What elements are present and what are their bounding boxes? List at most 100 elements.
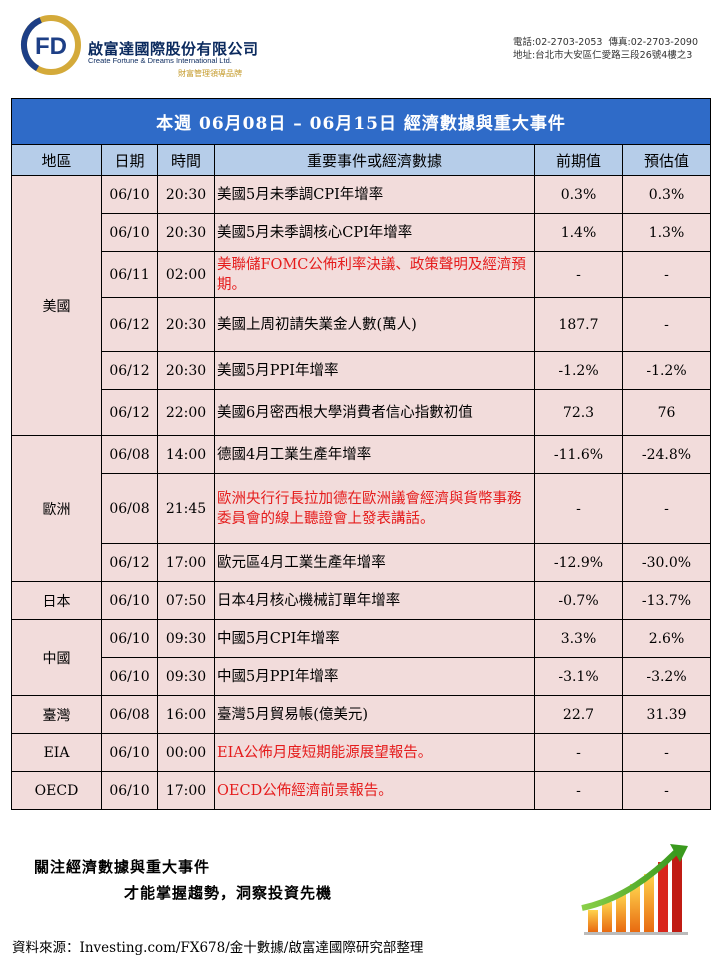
region-cell: 歐洲 xyxy=(11,435,102,582)
event-cell: 美國5月未季調核心CPI年增率 xyxy=(214,213,535,252)
previous-value-cell: 3.3% xyxy=(534,619,623,658)
forecast-value-cell: 2.6% xyxy=(622,619,711,658)
event-cell: 德國4月工業生產年增率 xyxy=(214,435,535,474)
table-row: 臺灣 06/08 16:00 臺灣5月貿易帳(億美元) 22.7 31.39 xyxy=(11,695,711,734)
data-source-note: 資料來源：Investing.com/FX678/金十數據/啟富達國際研究部整理 xyxy=(12,940,424,956)
event-cell: 中國5月PPI年增率 xyxy=(214,657,535,696)
forecast-value-cell: - xyxy=(622,733,711,772)
table-row: 06/12 20:30 美國上周初請失業金人數(萬人) 187.7- xyxy=(12,297,711,352)
date-cell: 06/10 xyxy=(101,657,158,696)
phone: 電話:02-2703-2053 xyxy=(512,37,603,48)
event-cell: 美國6月密西根大學消費者信心指數初值 xyxy=(214,389,535,436)
time-cell: 22:00 xyxy=(157,389,215,436)
col-header-forecast: 預估值 xyxy=(622,144,711,176)
time-cell: 20:30 xyxy=(157,175,215,214)
table-row: 06/12 20:30 美國5月PPI年增率 -1.2% -1.2% xyxy=(12,351,711,390)
slogan-line-1: 關注經濟數據與重大事件 xyxy=(34,858,211,876)
table-row: 歐洲 06/08 14:00 德國4月工業生產年增率 -11.6% -24.8% xyxy=(11,435,711,582)
time-cell: 17:00 xyxy=(157,543,215,582)
date-cell: 06/10 xyxy=(101,619,158,658)
time-cell: 16:00 xyxy=(157,695,215,734)
event-cell: 美聯儲FOMC公佈利率決議、政策聲明及經濟預期。 xyxy=(214,251,535,298)
time-cell: 09:30 xyxy=(157,657,215,696)
previous-value-cell: -12.9% xyxy=(534,543,623,582)
col-header-time: 時間 xyxy=(157,144,215,176)
event-cell: 歐元區4月工業生產年增率 xyxy=(214,543,535,582)
col-header-event: 重要事件或經濟數據 xyxy=(214,144,535,176)
event-cell: 歐洲央行行長拉加德在歐洲議會經濟與貨幣事務委員會的線上聽證會上發表講話。 xyxy=(214,473,535,544)
previous-value-cell: 72.3 xyxy=(534,389,623,436)
fd-logo-icon: FD xyxy=(21,15,81,75)
previous-value-cell: 187.7 xyxy=(534,297,623,352)
event-cell: 臺灣5月貿易帳(億美元) xyxy=(214,695,535,734)
forecast-value-cell: 31.39 xyxy=(622,695,711,734)
time-cell: 14:00 xyxy=(157,435,215,474)
event-cell: 日本4月核心機械訂單年增率 xyxy=(214,581,535,620)
forecast-value-cell: -13.7% xyxy=(622,581,711,620)
event-cell: OECD公佈經濟前景報告。 xyxy=(214,771,535,810)
table-title: 本週 06月08日 – 06月15日 經濟數據與重大事件 xyxy=(11,98,711,145)
previous-value-cell: -3.1% xyxy=(534,657,623,696)
col-header-previous: 前期值 xyxy=(534,144,623,176)
previous-value-cell: 1.4% xyxy=(534,213,623,252)
forecast-value-cell: 0.3% xyxy=(622,175,711,214)
forecast-value-cell: 76 xyxy=(622,389,711,436)
company-name-en: Create Fortune & Dreams International Lt… xyxy=(88,56,232,65)
previous-value-cell: - xyxy=(534,733,623,772)
table-header-row: 地區 日期 時間 重要事件或經濟數據 前期值 預估值 xyxy=(11,144,711,176)
event-cell: 美國5月未季調CPI年增率 xyxy=(214,175,535,214)
date-cell: 06/10 xyxy=(101,581,158,620)
date-cell: 06/10 xyxy=(101,213,158,252)
previous-value-cell: 22.7 xyxy=(534,695,623,734)
date-cell: 06/08 xyxy=(101,695,158,734)
previous-value-cell: - xyxy=(534,771,623,810)
forecast-value-cell: - xyxy=(622,297,711,352)
event-cell: EIA公佈月度短期能源展望報告。 xyxy=(214,733,535,772)
region-cell: 美國 xyxy=(11,175,102,436)
time-cell: 00:00 xyxy=(157,733,215,772)
event-cell: 中國5月CPI年增率 xyxy=(214,619,535,658)
rising-bar-chart-arrow-icon xyxy=(581,844,688,935)
date-cell: 06/12 xyxy=(101,543,158,582)
table-row: 06/11 02:00 美聯儲FOMC公佈利率決議、政策聲明及經濟預期。 - - xyxy=(12,251,711,298)
table-row: 中國 06/10 09:30 中國5月CPI年增率 3.3% 2.6% xyxy=(11,619,711,696)
forecast-value-cell: -24.8% xyxy=(622,435,711,474)
table-row: 日本 06/10 07:50 日本4月核心機械訂單年增率 -0.7% -13.7% xyxy=(11,581,711,620)
contact-info: 電話:02-2703-2053 傳真:02-2703-2090 地址:台北市大安… xyxy=(513,36,698,62)
table-row: 06/08 21:45 歐洲央行行長拉加德在歐洲議會經濟與貨幣事務委員會的線上聽證會… xyxy=(12,473,711,544)
date-cell: 06/12 xyxy=(101,297,158,352)
event-cell: 美國上周初請失業金人數(萬人) xyxy=(214,297,535,352)
time-cell: 07:50 xyxy=(157,581,215,620)
col-header-date: 日期 xyxy=(101,144,158,176)
table-row: 06/10 20:30 美國5月未季調核心CPI年增率 1.4% 1.3% xyxy=(12,213,711,252)
slogan-line-2: 才能掌握趨勢，洞察投資先機 xyxy=(124,884,333,902)
date-cell: 06/12 xyxy=(101,389,158,436)
region-cell: OECD xyxy=(11,771,102,810)
forecast-value-cell: - xyxy=(622,473,711,544)
forecast-value-cell: -3.2% xyxy=(622,657,711,696)
table-row: 06/12 17:00 歐元區4月工業生產年增率 -12.9% -30.0% xyxy=(12,543,711,582)
previous-value-cell: - xyxy=(534,251,623,298)
time-cell: 17:00 xyxy=(157,771,215,810)
date-cell: 06/12 xyxy=(101,351,158,390)
fax: 傳真:02-2703-2090 xyxy=(608,37,699,48)
previous-value-cell: -1.2% xyxy=(534,351,623,390)
forecast-value-cell: 1.3% xyxy=(622,213,711,252)
time-cell: 20:30 xyxy=(157,213,215,252)
company-tagline: 財富管理領導品牌 xyxy=(178,69,242,78)
forecast-value-cell: - xyxy=(622,771,711,810)
time-cell: 20:30 xyxy=(157,297,215,352)
table-row: 美國 06/10 20:30 美國5月未季調CPI年增率 0.3% 0.3% xyxy=(11,175,711,436)
table-row: OECD 06/10 17:00 OECD公佈經濟前景報告。 - - xyxy=(11,771,711,810)
address: 地址:台北市大安區仁愛路三段26號4樓之3 xyxy=(512,50,693,61)
time-cell: 02:00 xyxy=(157,251,215,298)
region-cell: 日本 xyxy=(11,581,102,620)
forecast-value-cell: - xyxy=(622,251,711,298)
table-row: 06/12 22:00 美國6月密西根大學消費者信心指數初值 72.3 76 xyxy=(12,389,711,436)
date-cell: 06/11 xyxy=(101,251,158,298)
table-row: 06/10 09:30 中國5月PPI年增率 -3.1% -3.2% xyxy=(12,657,711,696)
economic-calendar-table: 本週 06月08日 – 06月15日 經濟數據與重大事件 地區 日期 時間 重要… xyxy=(11,98,711,810)
date-cell: 06/08 xyxy=(101,473,158,544)
previous-value-cell: -11.6% xyxy=(534,435,623,474)
table-row: EIA 06/10 00:00 EIA公佈月度短期能源展望報告。 - - xyxy=(11,733,711,772)
